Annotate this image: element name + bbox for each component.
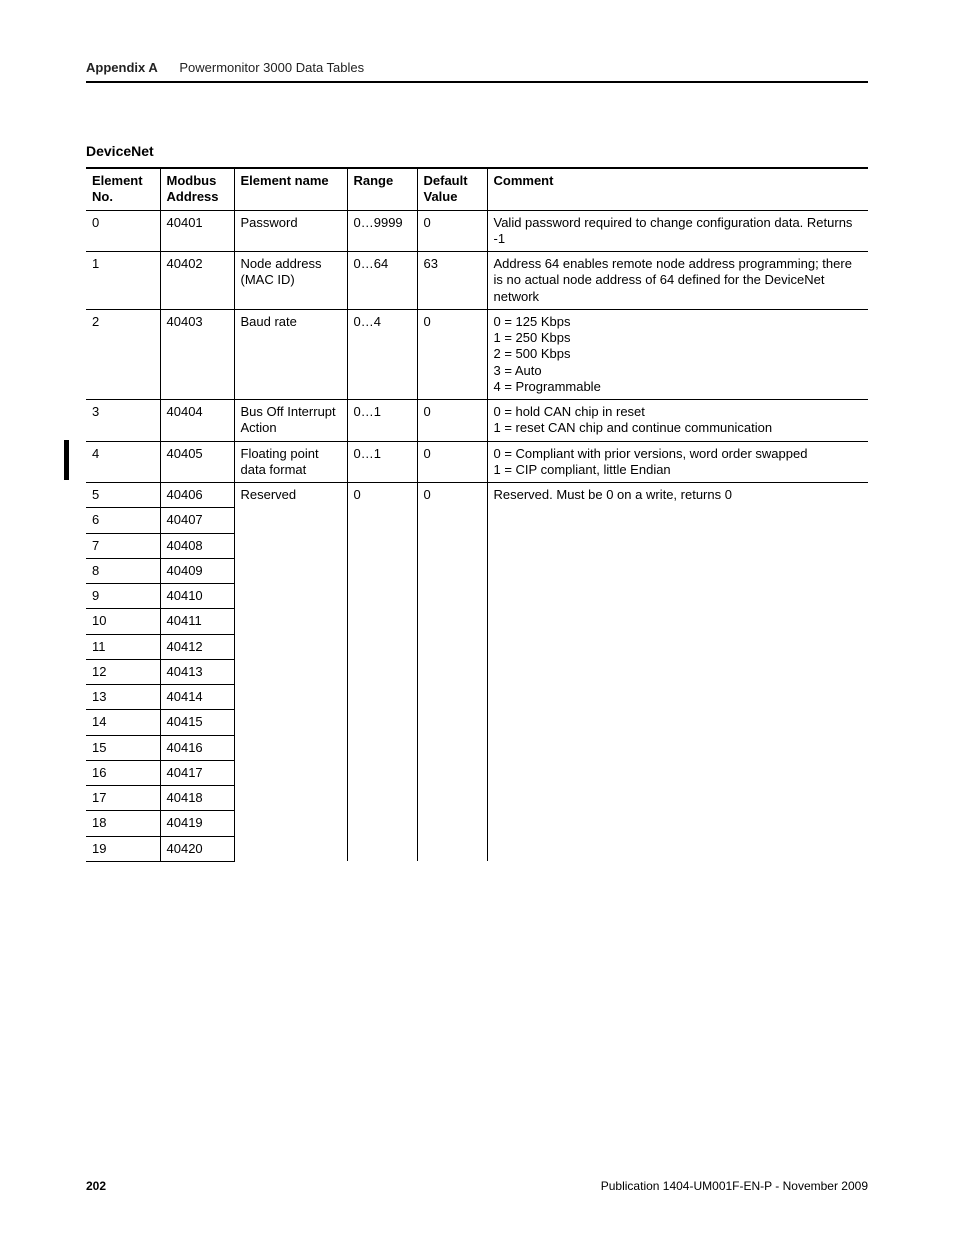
cell-modbus-address: 40411: [160, 609, 234, 634]
page-header: Appendix A Powermonitor 3000 Data Tables: [86, 60, 868, 83]
cell-comment: Address 64 enables remote node address p…: [487, 252, 868, 310]
cell-comment: Valid password required to change config…: [487, 210, 868, 252]
cell-modbus-address: 40417: [160, 760, 234, 785]
col-header-range: Range: [347, 168, 417, 210]
cell-modbus-address: 40407: [160, 508, 234, 533]
cell-element-no: 19: [86, 836, 160, 861]
cell-default-value: 0: [417, 309, 487, 399]
cell-modbus-address: 40403: [160, 309, 234, 399]
cell-modbus-address: 40405: [160, 441, 234, 483]
cell-modbus-address: 40409: [160, 558, 234, 583]
cell-element-name: Bus Off Interrupt Action: [234, 400, 347, 442]
appendix-label: Appendix A: [86, 60, 158, 75]
page: Appendix A Powermonitor 3000 Data Tables…: [0, 0, 954, 1235]
cell-element-no: 12: [86, 659, 160, 684]
cell-element-no: 3: [86, 400, 160, 442]
cell-default-value: 0: [417, 210, 487, 252]
cell-default-value: 0: [417, 441, 487, 483]
cell-element-name: Floating point data format: [234, 441, 347, 483]
cell-modbus-address: 40406: [160, 483, 234, 508]
cell-modbus-address: 40418: [160, 786, 234, 811]
cell-comment: Reserved. Must be 0 on a write, returns …: [487, 483, 868, 862]
cell-default-value: 0: [417, 483, 487, 862]
cell-element-no: 11: [86, 634, 160, 659]
cell-element-no: 5: [86, 483, 160, 508]
cell-element-no: 4: [86, 441, 160, 483]
col-header-comment: Comment: [487, 168, 868, 210]
page-footer: 202 Publication 1404-UM001F-EN-P - Novem…: [86, 1179, 868, 1193]
cell-modbus-address: 40415: [160, 710, 234, 735]
cell-modbus-address: 40401: [160, 210, 234, 252]
cell-element-no: 1: [86, 252, 160, 310]
cell-range: 0…64: [347, 252, 417, 310]
cell-modbus-address: 40404: [160, 400, 234, 442]
table-row: 040401Password0…99990Valid password requ…: [86, 210, 868, 252]
table-header-row: Element No. Modbus Address Element name …: [86, 168, 868, 210]
cell-modbus-address: 40419: [160, 811, 234, 836]
cell-default-value: 0: [417, 400, 487, 442]
section-title: DeviceNet: [86, 143, 868, 159]
devicenet-table: Element No. Modbus Address Element name …: [86, 167, 868, 862]
cell-element-no: 14: [86, 710, 160, 735]
cell-element-no: 9: [86, 584, 160, 609]
cell-modbus-address: 40408: [160, 533, 234, 558]
cell-range: 0…1: [347, 400, 417, 442]
table-row: 240403Baud rate0…400 = 125 Kbps1 = 250 K…: [86, 309, 868, 399]
cell-element-name: Node address (MAC ID): [234, 252, 347, 310]
cell-element-name: Password: [234, 210, 347, 252]
table-row: 540406Reserved00Reserved. Must be 0 on a…: [86, 483, 868, 508]
cell-element-no: 15: [86, 735, 160, 760]
cell-element-no: 7: [86, 533, 160, 558]
cell-comment: 0 = 125 Kbps1 = 250 Kbps2 = 500 Kbps3 = …: [487, 309, 868, 399]
cell-range: 0…4: [347, 309, 417, 399]
col-header-default-value: Default Value: [417, 168, 487, 210]
cell-default-value: 63: [417, 252, 487, 310]
col-header-element-no: Element No.: [86, 168, 160, 210]
table-row: 140402Node address (MAC ID)0…6463Address…: [86, 252, 868, 310]
publication-info: Publication 1404-UM001F-EN-P - November …: [601, 1179, 868, 1193]
cell-element-no: 18: [86, 811, 160, 836]
revision-bar: [64, 440, 69, 480]
header-title: Powermonitor 3000 Data Tables: [179, 60, 364, 75]
cell-range: 0: [347, 483, 417, 862]
cell-element-no: 13: [86, 685, 160, 710]
table-body: 040401Password0…99990Valid password requ…: [86, 210, 868, 861]
cell-modbus-address: 40414: [160, 685, 234, 710]
cell-modbus-address: 40410: [160, 584, 234, 609]
table-row: 340404Bus Off Interrupt Action0…100 = ho…: [86, 400, 868, 442]
cell-element-no: 16: [86, 760, 160, 785]
cell-modbus-address: 40420: [160, 836, 234, 861]
cell-element-no: 17: [86, 786, 160, 811]
cell-element-no: 6: [86, 508, 160, 533]
cell-element-name: Baud rate: [234, 309, 347, 399]
cell-element-no: 10: [86, 609, 160, 634]
cell-modbus-address: 40416: [160, 735, 234, 760]
cell-modbus-address: 40412: [160, 634, 234, 659]
page-number: 202: [86, 1179, 106, 1193]
cell-range: 0…1: [347, 441, 417, 483]
cell-modbus-address: 40413: [160, 659, 234, 684]
cell-element-name: Reserved: [234, 483, 347, 862]
cell-modbus-address: 40402: [160, 252, 234, 310]
cell-comment: 0 = hold CAN chip in reset1 = reset CAN …: [487, 400, 868, 442]
cell-range: 0…9999: [347, 210, 417, 252]
cell-comment: 0 = Compliant with prior versions, word …: [487, 441, 868, 483]
cell-element-no: 0: [86, 210, 160, 252]
cell-element-no: 8: [86, 558, 160, 583]
col-header-element-name: Element name: [234, 168, 347, 210]
cell-element-no: 2: [86, 309, 160, 399]
table-row: 440405Floating point data format0…100 = …: [86, 441, 868, 483]
col-header-modbus-address: Modbus Address: [160, 168, 234, 210]
